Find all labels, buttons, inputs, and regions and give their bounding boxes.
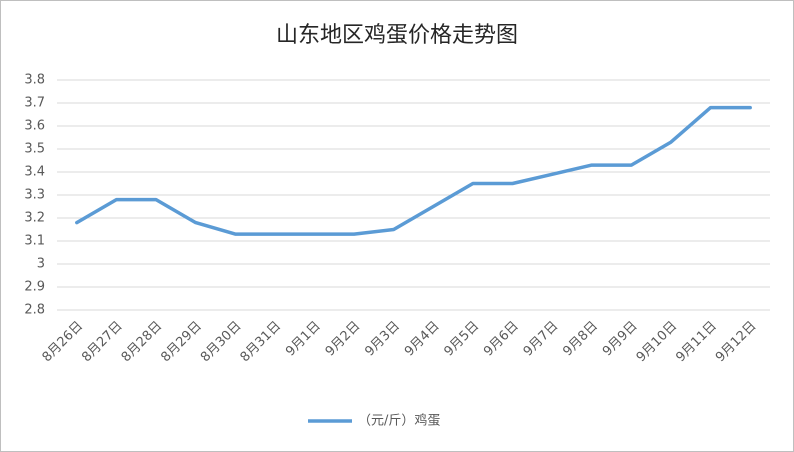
y-tick-label: 3.1: [24, 234, 45, 249]
y-tick-label: 3.3: [24, 188, 45, 203]
y-tick-label: 3.8: [24, 73, 45, 88]
chart-title: 山东地区鸡蛋价格走势图: [276, 23, 518, 48]
line-series: [75, 105, 752, 236]
y-tick-label: 2.8: [24, 303, 45, 318]
y-tick-label: 3.7: [24, 96, 45, 111]
y-tick-label: 3: [37, 257, 45, 272]
y-tick-label: 3.2: [24, 211, 45, 226]
y-tick-label: 3.5: [24, 142, 45, 157]
legend-label: （元/斤）鸡蛋: [358, 413, 440, 429]
y-tick-label: 3.4: [24, 165, 45, 180]
y-tick-label: 2.9: [24, 280, 45, 295]
y-tick-label: 3.6: [24, 119, 45, 134]
